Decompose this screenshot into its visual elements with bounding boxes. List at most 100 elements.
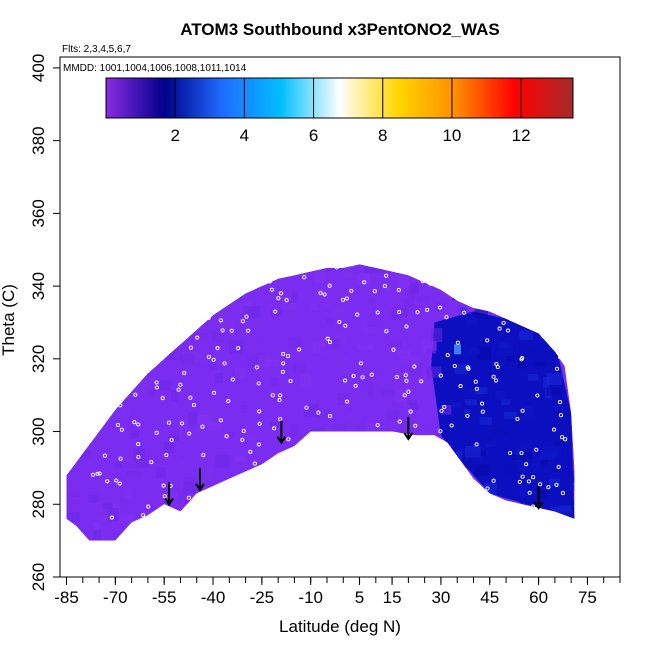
field-cell — [310, 303, 318, 312]
descent-arrow — [164, 482, 174, 507]
x-tick-label: 5 — [355, 588, 364, 607]
sample-point — [527, 490, 532, 495]
field-cell — [246, 433, 256, 440]
sample-point — [546, 485, 551, 490]
sample-point — [288, 378, 293, 384]
sample-point — [240, 437, 245, 442]
field-cell — [224, 432, 235, 438]
field-cell — [441, 405, 452, 415]
sample-point — [337, 319, 342, 325]
sample-point — [520, 355, 525, 361]
sample-point — [281, 361, 286, 366]
field-cell — [367, 371, 377, 380]
field-cell — [495, 391, 506, 400]
field-cell — [123, 487, 133, 498]
field-cell — [440, 306, 448, 319]
sample-point — [554, 366, 560, 371]
sample-point — [465, 365, 470, 370]
field-cell — [505, 464, 521, 477]
field-cell — [396, 276, 410, 289]
sample-point — [195, 335, 200, 340]
field-cell — [172, 348, 182, 360]
sample-point — [277, 398, 282, 403]
sample-point — [494, 378, 499, 383]
field-cell — [517, 354, 527, 369]
field-cell — [108, 508, 119, 521]
field-cell — [156, 379, 171, 391]
sample-point — [396, 287, 401, 293]
sample-point — [136, 422, 141, 427]
sample-point — [188, 395, 193, 400]
sample-point — [412, 364, 417, 369]
y-tick-label: 360 — [29, 199, 48, 227]
field-cell — [93, 530, 101, 541]
sample-point — [397, 419, 402, 424]
field-cell — [549, 479, 560, 487]
field-cell — [209, 363, 218, 370]
y-tick-label: 280 — [29, 490, 48, 518]
sample-point — [154, 380, 159, 385]
sample-point — [325, 336, 330, 341]
sample-point — [497, 326, 502, 331]
field-cell — [325, 318, 334, 325]
field-cell — [320, 347, 329, 355]
x-tick-label: -10 — [298, 588, 323, 607]
sample-point — [419, 379, 424, 384]
x-tick-label: 75 — [578, 588, 597, 607]
field-cell — [312, 342, 320, 354]
sample-point — [560, 435, 565, 440]
sample-point — [501, 320, 506, 325]
sample-point — [438, 429, 443, 434]
y-tick-label: 380 — [29, 126, 48, 154]
sample-point — [161, 483, 166, 488]
field-cell — [335, 357, 348, 367]
sample-point — [286, 437, 291, 442]
field-cell — [118, 514, 134, 523]
sample-point — [220, 328, 225, 333]
field-cell — [232, 301, 239, 313]
sample-point — [437, 305, 443, 310]
field-cell — [533, 463, 540, 472]
field-cell — [120, 408, 127, 419]
field-cell — [536, 489, 548, 499]
descent-arrow — [533, 486, 544, 510]
sample-point — [535, 393, 540, 398]
sample-point — [342, 378, 348, 383]
field-cell — [96, 516, 108, 529]
field-cell — [423, 339, 434, 350]
x-axis-label: Latitude (deg N) — [279, 617, 401, 636]
sample-point — [132, 420, 137, 425]
chart-title: ATOM3 Southbound x3PentONO2_WAS — [180, 20, 500, 39]
sample-point — [119, 427, 124, 432]
sample-point — [355, 312, 360, 317]
x-tick-label: -55 — [152, 588, 177, 607]
y-tick-label: 320 — [29, 345, 48, 373]
sample-point — [284, 298, 289, 303]
sample-point — [519, 450, 524, 456]
sample-point — [554, 482, 559, 487]
descent-arrow — [195, 467, 205, 492]
field-cell — [349, 273, 366, 281]
sample-point — [256, 381, 261, 386]
sample-point — [557, 400, 563, 405]
field-cell — [396, 350, 411, 359]
field-cell — [221, 318, 234, 329]
sample-point — [442, 404, 447, 410]
field-cell — [103, 502, 113, 514]
sample-point — [362, 280, 367, 285]
sample-point — [520, 474, 525, 479]
field-cell — [396, 388, 408, 402]
field-cell — [155, 467, 166, 479]
sample-point — [281, 351, 286, 357]
sample-point — [169, 438, 174, 443]
field-cell — [179, 461, 192, 471]
field-cell — [70, 490, 81, 497]
field-cell — [387, 408, 398, 421]
field-cell — [167, 491, 179, 499]
descent-arrow — [403, 417, 414, 441]
field-cell — [425, 348, 432, 355]
field-cell — [133, 447, 146, 461]
field-cell — [303, 404, 320, 418]
sample-point — [474, 386, 479, 391]
field-cell — [407, 285, 420, 300]
